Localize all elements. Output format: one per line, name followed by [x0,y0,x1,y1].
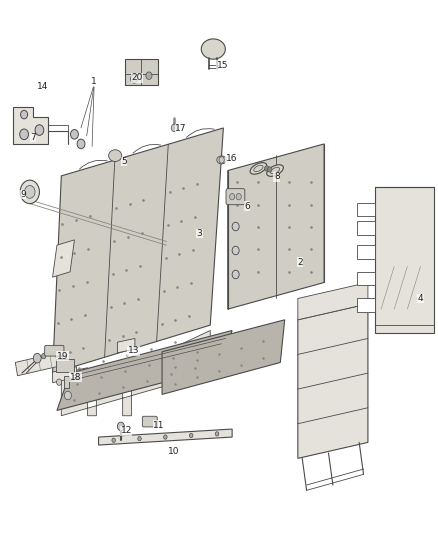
Polygon shape [15,352,64,376]
Ellipse shape [109,150,122,161]
Ellipse shape [267,165,283,176]
FancyBboxPatch shape [142,416,157,427]
FancyBboxPatch shape [56,359,74,372]
Circle shape [25,185,35,198]
Polygon shape [357,203,375,216]
Text: 7: 7 [30,133,36,142]
Circle shape [163,435,167,439]
Text: 18: 18 [70,373,81,382]
Circle shape [112,438,115,442]
Circle shape [20,129,28,140]
Circle shape [189,433,193,438]
Circle shape [146,72,152,79]
Polygon shape [53,128,223,373]
Ellipse shape [250,163,267,174]
Circle shape [230,193,235,200]
Circle shape [215,432,219,436]
FancyBboxPatch shape [226,189,245,205]
Circle shape [232,246,239,255]
FancyBboxPatch shape [45,345,64,356]
Polygon shape [357,272,375,285]
Text: 13: 13 [128,346,139,355]
FancyBboxPatch shape [64,376,69,388]
Circle shape [33,353,41,363]
Circle shape [117,422,124,431]
Text: 5: 5 [121,157,127,166]
Polygon shape [228,144,324,309]
Polygon shape [13,107,48,144]
Text: 8: 8 [274,173,280,181]
Polygon shape [298,304,368,458]
Polygon shape [53,240,74,277]
Polygon shape [99,429,232,445]
Polygon shape [298,282,368,320]
Circle shape [21,110,28,119]
Text: 11: 11 [153,421,165,430]
Polygon shape [162,320,285,394]
Text: 17: 17 [175,125,187,133]
Circle shape [20,180,39,204]
Circle shape [232,222,239,231]
Polygon shape [53,367,77,383]
Circle shape [232,270,239,279]
Circle shape [236,193,241,200]
Circle shape [131,75,138,83]
Circle shape [35,125,44,135]
Text: 20: 20 [131,74,143,82]
Polygon shape [57,330,232,410]
Polygon shape [357,245,375,259]
Circle shape [42,353,46,359]
Circle shape [268,167,272,172]
Text: 6: 6 [244,202,250,211]
Text: 19: 19 [57,352,68,360]
Polygon shape [375,187,434,333]
Circle shape [57,379,62,385]
Text: 1: 1 [91,77,97,85]
Circle shape [64,391,71,400]
Circle shape [265,166,269,171]
Text: 10: 10 [168,448,179,456]
Polygon shape [117,338,135,353]
Polygon shape [357,298,375,312]
Circle shape [77,139,85,149]
Text: 3: 3 [196,229,202,238]
Ellipse shape [217,156,226,164]
Text: 12: 12 [120,426,132,435]
Text: 9: 9 [20,190,26,199]
Circle shape [71,130,78,139]
Polygon shape [61,330,210,416]
Text: 2: 2 [297,258,303,266]
FancyBboxPatch shape [125,59,158,85]
Text: 4: 4 [418,294,423,303]
Ellipse shape [201,39,225,59]
Text: 14: 14 [37,82,49,91]
Circle shape [171,124,177,132]
Text: 15: 15 [217,61,228,69]
Circle shape [138,437,141,441]
Text: 16: 16 [226,155,237,163]
Polygon shape [357,221,375,235]
